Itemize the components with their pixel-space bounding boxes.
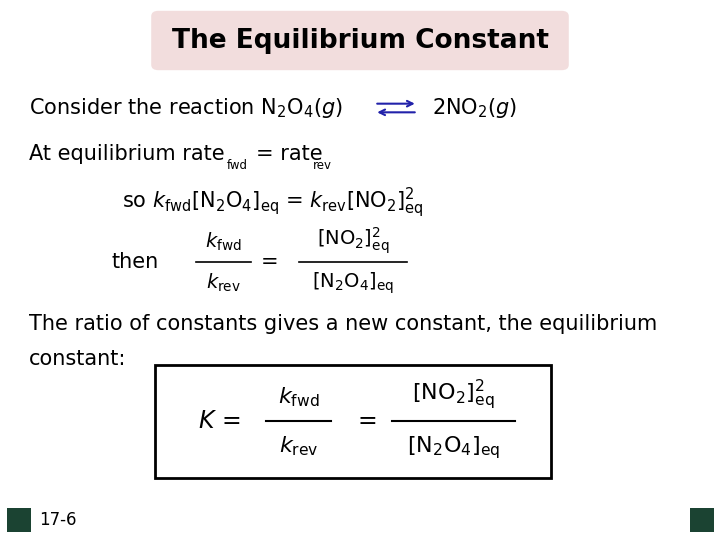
Text: [NO$_2$]$^2_\mathrm{eq}$: [NO$_2$]$^2_\mathrm{eq}$ [317, 225, 389, 255]
Text: constant:: constant: [29, 349, 126, 369]
Text: $k_\mathrm{fwd}$: $k_\mathrm{fwd}$ [278, 385, 320, 409]
Text: =: = [261, 252, 279, 272]
Text: $K$ =: $K$ = [198, 409, 240, 433]
Bar [7, 508, 31, 532]
Text: The Equilibrium Constant: The Equilibrium Constant [171, 28, 549, 53]
Text: [NO$_2$]$^2_\mathrm{eq}$: [NO$_2$]$^2_\mathrm{eq}$ [413, 378, 495, 413]
Text: The ratio of constants gives a new constant, the equilibrium: The ratio of constants gives a new const… [29, 314, 657, 334]
Text: At equilibrium rate: At equilibrium rate [29, 144, 225, 164]
Text: rev: rev [313, 159, 332, 172]
Text: fwd: fwd [227, 159, 248, 172]
Text: so $k_\mathrm{fwd}$[N$_2$O$_4$]$_\mathrm{eq}$ = $k_\mathrm{rev}$[NO$_2$]$^2_\mat: so $k_\mathrm{fwd}$[N$_2$O$_4$]$_\mathrm… [122, 185, 424, 220]
Text: 17-6: 17-6 [40, 511, 77, 529]
FancyBboxPatch shape [151, 11, 569, 70]
Text: [N$_2$O$_4$]$_\mathrm{eq}$: [N$_2$O$_4$]$_\mathrm{eq}$ [312, 271, 394, 296]
Text: [N$_2$O$_4$]$_\mathrm{eq}$: [N$_2$O$_4$]$_\mathrm{eq}$ [407, 434, 500, 461]
Text: $k_\mathrm{fwd}$: $k_\mathrm{fwd}$ [205, 230, 241, 253]
Text: Consider the reaction N$_2$O$_4$($g$): Consider the reaction N$_2$O$_4$($g$) [29, 96, 343, 120]
Text: =: = [357, 409, 377, 433]
FancyBboxPatch shape [155, 364, 551, 478]
Text: 2NO$_2$($g$): 2NO$_2$($g$) [432, 96, 517, 120]
Text: $k_\mathrm{rev}$: $k_\mathrm{rev}$ [206, 271, 240, 294]
Text: = rate: = rate [256, 144, 323, 164]
Bar [690, 508, 714, 532]
Text: $k_\mathrm{rev}$: $k_\mathrm{rev}$ [279, 435, 318, 458]
Text: then: then [112, 252, 159, 272]
